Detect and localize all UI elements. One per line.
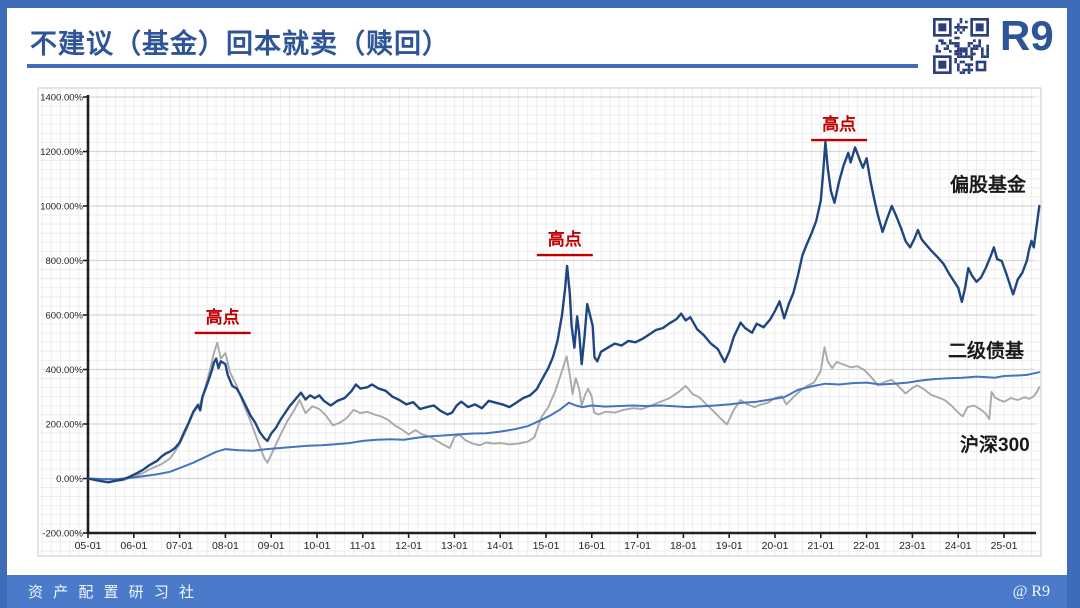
- title-underline: [27, 64, 918, 68]
- svg-text:18-01: 18-01: [670, 540, 697, 552]
- series-lines: [86, 140, 1041, 484]
- x-axis-tick-labels: 05-01 06-01 07-01 08-01 09-01 10-01 11-01 12-01…: [75, 540, 1018, 552]
- series-line-2: [87, 341, 1041, 483]
- svg-text:14-01: 14-01: [487, 540, 514, 552]
- svg-text:21-01: 21-01: [807, 540, 834, 552]
- annotation-peak: 高点: [536, 229, 593, 257]
- svg-text:13-01: 13-01: [441, 540, 468, 552]
- series-line-1: [87, 371, 1041, 481]
- svg-text:25-01: 25-01: [991, 540, 1018, 552]
- page-border-right: [1067, 0, 1080, 608]
- svg-text:23-01: 23-01: [899, 540, 926, 552]
- svg-text:17-01: 17-01: [624, 540, 651, 552]
- svg-text:1400.00%: 1400.00%: [40, 93, 83, 104]
- svg-text:1000.00%: 1000.00%: [40, 202, 83, 213]
- series-label-equity-funds: 偏股基金: [950, 175, 1027, 196]
- svg-text:22-01: 22-01: [853, 540, 880, 552]
- series-label-bond-funds: 二级债基: [948, 341, 1025, 362]
- svg-text:800.00%: 800.00%: [45, 256, 83, 267]
- brand-logo: R9: [1000, 12, 1054, 59]
- svg-text:-200.00%: -200.00%: [42, 529, 83, 540]
- page-border-top: [0, 0, 1080, 8]
- annotation-peak: 高点: [811, 114, 868, 142]
- svg-text:05-01: 05-01: [75, 540, 102, 552]
- svg-text:高点: 高点: [822, 114, 856, 134]
- svg-text:600.00%: 600.00%: [45, 311, 83, 322]
- page-title: 不建议（基金）回本就卖（赎回）: [30, 29, 450, 59]
- svg-text:1200.00%: 1200.00%: [40, 147, 83, 158]
- svg-text:高点: 高点: [548, 229, 582, 249]
- svg-text:20-01: 20-01: [762, 540, 789, 552]
- svg-text:200.00%: 200.00%: [45, 420, 83, 431]
- footer-handle: @ R9: [1012, 582, 1050, 600]
- footer-watermark: 资 产 配 置 研 习 社: [28, 584, 198, 601]
- svg-text:11-01: 11-01: [350, 540, 376, 552]
- page-border-left: [0, 0, 7, 608]
- svg-text:07-01: 07-01: [166, 540, 193, 552]
- y-axis-tick-labels: 1400.00% 1200.00% 1000.00% 800.00% 600.00% 40…: [40, 93, 83, 540]
- svg-text:12-01: 12-01: [395, 540, 422, 552]
- footer-bar: 资 产 配 置 研 习 社 @ R9: [0, 575, 1080, 608]
- axes: [83, 95, 1036, 538]
- svg-text:08-01: 08-01: [212, 540, 239, 552]
- svg-text:16-01: 16-01: [578, 540, 605, 552]
- qr-code-icon: [933, 18, 989, 74]
- svg-text:19-01: 19-01: [716, 540, 743, 552]
- header: 不建议（基金）回本就卖（赎回） R9: [0, 8, 1080, 88]
- plot-frame: [37, 87, 1042, 557]
- series-line-0: [86, 140, 1041, 484]
- annotation-peak: 高点: [194, 307, 251, 335]
- series-label-csi300: 沪深300: [960, 435, 1030, 456]
- svg-text:10-01: 10-01: [304, 540, 331, 552]
- svg-text:24-01: 24-01: [945, 540, 972, 552]
- grid-lines: [39, 89, 1040, 555]
- svg-text:400.00%: 400.00%: [45, 365, 83, 376]
- qr-code-pattern: [933, 18, 989, 74]
- svg-text:0.00%: 0.00%: [56, 474, 83, 485]
- svg-text:高点: 高点: [206, 307, 240, 327]
- svg-text:09-01: 09-01: [258, 540, 285, 552]
- svg-text:15-01: 15-01: [533, 540, 560, 552]
- svg-text:06-01: 06-01: [120, 540, 147, 552]
